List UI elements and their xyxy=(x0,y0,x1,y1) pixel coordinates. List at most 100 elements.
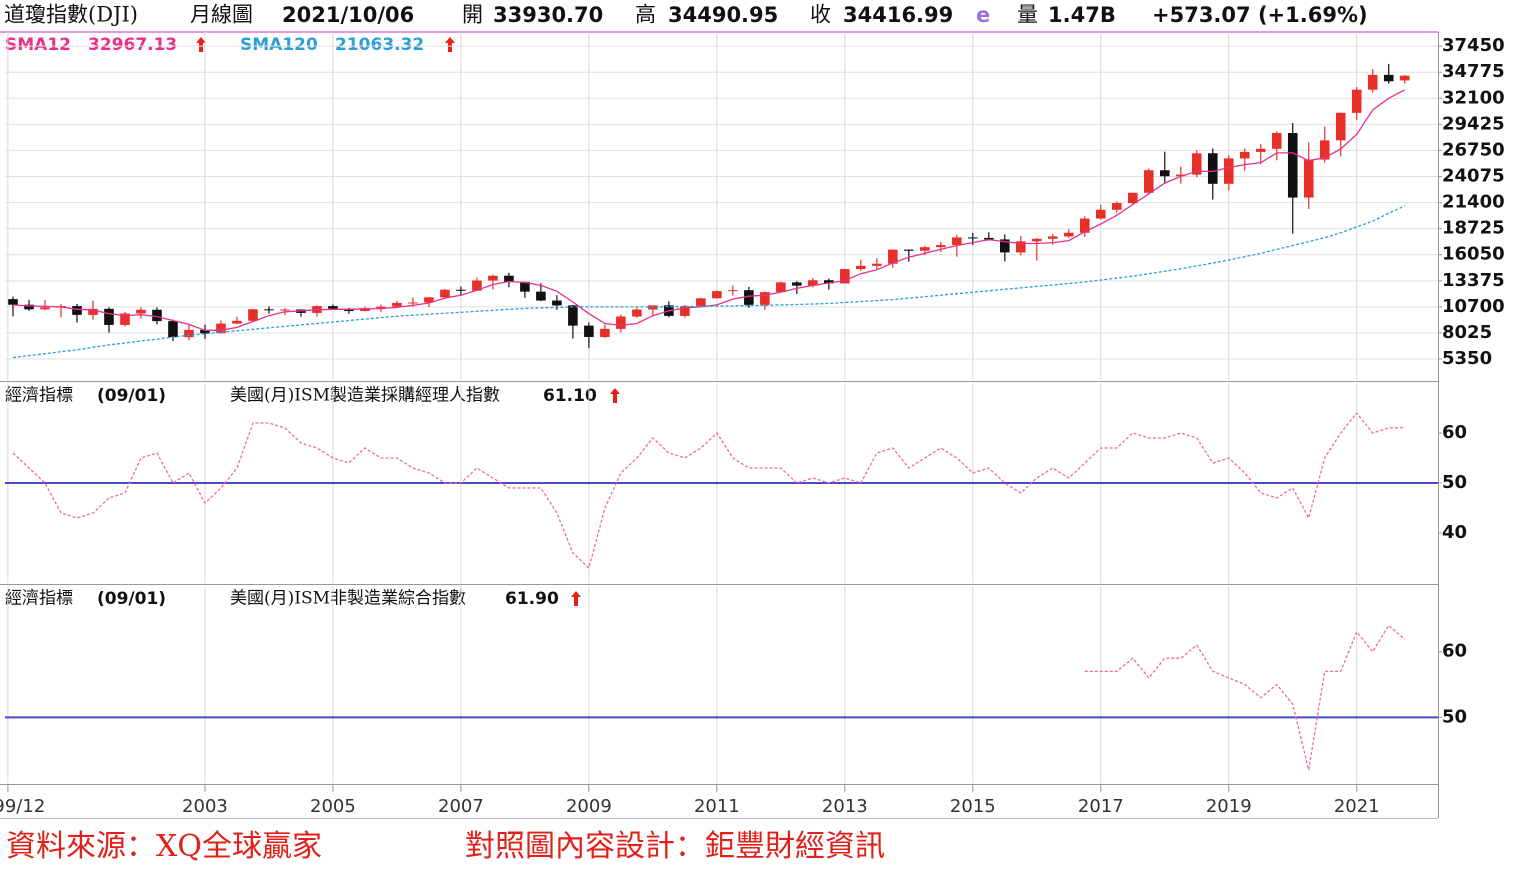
candle-body xyxy=(1383,74,1394,82)
candle-body xyxy=(968,237,978,239)
candle-body xyxy=(1063,232,1074,237)
y-tick-label: 29425 xyxy=(1442,113,1505,134)
open-value: 33930.70 xyxy=(493,3,603,27)
y-tick-label: 13375 xyxy=(1442,270,1505,291)
candle-body xyxy=(840,269,850,284)
candle-body xyxy=(40,307,50,310)
indicator-value: 61.90 xyxy=(505,589,559,609)
x-tick-label: 2005 xyxy=(310,796,356,817)
candle-body xyxy=(808,280,818,286)
candle-body xyxy=(1143,170,1154,193)
y-tick-label: 10700 xyxy=(1442,296,1505,317)
open-label: 開 xyxy=(462,3,483,27)
line xyxy=(12,411,1405,570)
candle-body xyxy=(680,306,690,316)
candle-body xyxy=(456,289,466,291)
legend-value: 32967.13 xyxy=(88,35,177,55)
candle-body xyxy=(72,306,82,315)
source-note: 資料來源：XQ全球贏家 xyxy=(6,829,322,864)
volume-label: 量 xyxy=(1017,3,1038,27)
candle-body xyxy=(488,275,498,281)
line xyxy=(12,89,1406,331)
candle-body xyxy=(1399,75,1410,81)
y-tick-label: 24075 xyxy=(1442,166,1505,187)
candle-body xyxy=(872,263,882,266)
indicator-name: 美國(月)ISM製造業採購經理人指數 xyxy=(230,386,500,406)
design-note: 對照圖內容設計：鉅豐財經資訊 xyxy=(465,829,885,864)
up-arrow-icon xyxy=(196,37,206,52)
indicator-name: 美國(月)ISM非製造業綜合指數 xyxy=(230,589,466,609)
candle-body xyxy=(632,309,642,317)
candle-body xyxy=(1191,153,1202,175)
candle-body xyxy=(200,329,210,334)
x-tick-label: 2011 xyxy=(694,796,740,817)
x-tick-label: 2019 xyxy=(1206,796,1252,817)
y-tick-label: 50 xyxy=(1442,706,1467,727)
close-value: 34416.99 xyxy=(843,3,953,27)
candle-body xyxy=(760,292,770,305)
candle-body xyxy=(504,275,514,282)
y-tick-label: 32100 xyxy=(1442,87,1505,108)
candle-body xyxy=(520,281,530,292)
high-value: 34490.95 xyxy=(668,3,778,27)
candle-body xyxy=(232,320,242,324)
x-tick-label: 2021 xyxy=(1334,796,1380,817)
candle-body xyxy=(184,329,194,338)
panel-date: (09/01) xyxy=(97,386,166,406)
candle-body xyxy=(1000,239,1010,253)
candle-body xyxy=(408,302,418,304)
x-tick-label: 2003 xyxy=(182,796,228,817)
candle-body xyxy=(1111,203,1122,210)
index-name: 道瓊指數(DJI) xyxy=(4,3,138,27)
candle-body xyxy=(1335,112,1346,141)
estimate-mark: e xyxy=(976,3,990,27)
candle-body xyxy=(360,308,370,312)
candle-body xyxy=(1016,241,1026,253)
date: 2021/10/06 xyxy=(282,3,414,27)
panel-label: 經濟指標 xyxy=(5,386,73,406)
y-tick-label: 40 xyxy=(1442,522,1467,543)
candle-body xyxy=(1031,238,1042,242)
y-tick-label: 50 xyxy=(1442,472,1467,493)
candle-body xyxy=(904,249,914,251)
x-tick-label: 2013 xyxy=(822,796,868,817)
change: +573.07 (+1.69%) xyxy=(1152,3,1368,27)
candle-body xyxy=(168,321,178,338)
candle-body xyxy=(712,291,722,299)
candle-body xyxy=(1159,170,1170,177)
up-arrow-icon xyxy=(610,388,620,403)
volume-value: 1.47B xyxy=(1048,3,1116,27)
y-tick-label: 37450 xyxy=(1442,35,1505,56)
candle-body xyxy=(152,309,162,322)
close-label: 收 xyxy=(810,3,831,27)
x-tick-label: 1999/12 xyxy=(0,796,45,817)
candle-body xyxy=(728,290,738,292)
candle-body xyxy=(136,309,146,314)
candle-body xyxy=(216,323,226,334)
candle-body xyxy=(1047,236,1058,239)
candle-body xyxy=(1367,74,1378,90)
indicator-value: 61.10 xyxy=(543,386,597,406)
candle-body xyxy=(376,306,386,309)
candle-body xyxy=(920,247,930,251)
x-tick-label: 2009 xyxy=(566,796,612,817)
y-tick-label: 5350 xyxy=(1442,348,1492,369)
candle-body xyxy=(472,280,482,291)
candle-body xyxy=(824,280,834,284)
legend-name: SMA12 xyxy=(5,35,71,55)
up-arrow-icon xyxy=(571,591,581,606)
candle-body xyxy=(88,308,98,315)
line xyxy=(1084,624,1406,771)
candle-body xyxy=(616,316,626,329)
candle-body xyxy=(120,313,130,325)
candle-body xyxy=(280,309,290,311)
candle-body xyxy=(792,282,802,286)
panel-date: (09/01) xyxy=(97,589,166,609)
candle-body xyxy=(1079,218,1090,233)
candle-body xyxy=(440,289,450,298)
x-tick-label: 2007 xyxy=(438,796,484,817)
x-tick-label: 2017 xyxy=(1078,796,1124,817)
legend-name: SMA120 xyxy=(240,35,318,55)
